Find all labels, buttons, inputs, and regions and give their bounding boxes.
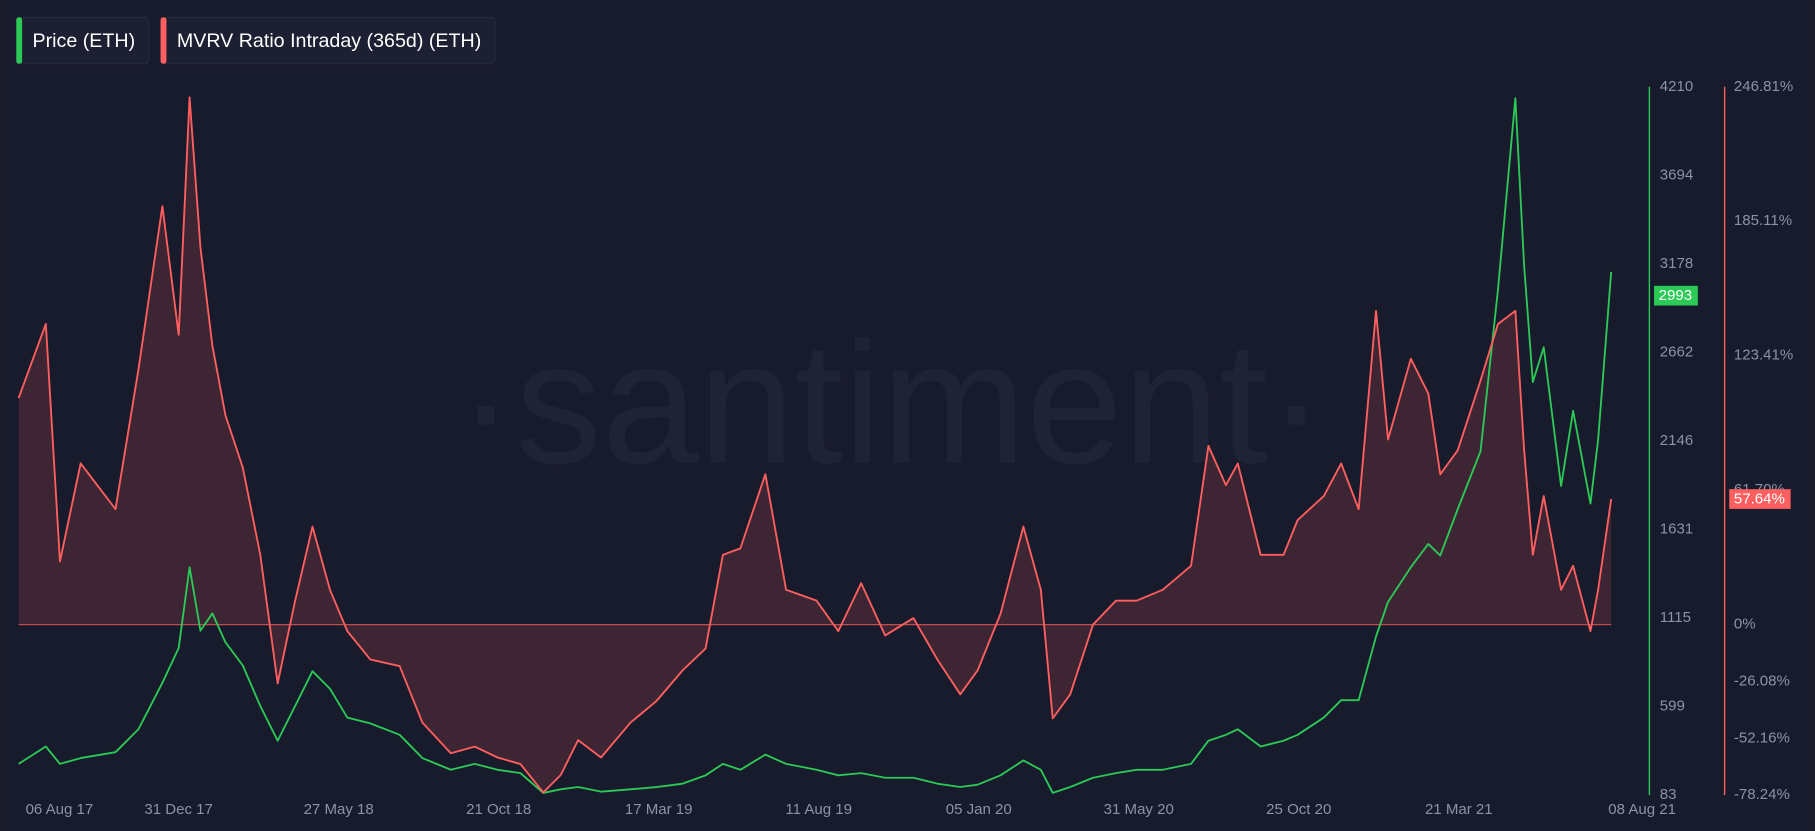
x-tick-label: 11 Aug 19 (785, 801, 852, 818)
y-tick-label: 599 (1660, 698, 1685, 715)
current-value-label: 2993 (1659, 287, 1692, 304)
area (18, 97, 1612, 793)
x-tick-label: 31 Dec 17 (144, 801, 213, 818)
watermark: ·santiment· (457, 306, 1325, 500)
y-tick-label: 2662 (1660, 343, 1693, 360)
y-tick-label: 2146 (1660, 432, 1693, 449)
y-tick-label: 3694 (1660, 166, 1693, 183)
y2-tick-label: 0% (1734, 616, 1756, 633)
current-value-label: 57.64% (1734, 491, 1785, 508)
x-tick-label: 21 Mar 21 (1425, 801, 1493, 818)
legend-label: Price (ETH) (33, 30, 136, 52)
y2-tick-label: 123.41% (1734, 347, 1793, 364)
x-tick-label: 06 Aug 17 (26, 801, 94, 818)
y-tick-label: 83 (1660, 786, 1677, 803)
x-tick-label: 25 Oct 20 (1266, 801, 1331, 818)
legend-item[interactable]: MVRV Ratio Intraday (365d) (ETH) (160, 16, 496, 65)
x-tick-label: 08 Aug 21 (1608, 801, 1676, 818)
line (18, 97, 1613, 794)
y-tick-label: 1631 (1660, 520, 1693, 537)
y-tick-label: 1115 (1660, 609, 1691, 626)
y2-tick-label: 246.81% (1734, 78, 1793, 95)
x-tick-label: 17 Mar 19 (625, 801, 693, 818)
legend-item[interactable]: Price (ETH) (15, 16, 150, 65)
y2-tick-label: 185.11% (1734, 212, 1792, 229)
y-tick-label: 4210 (1660, 78, 1693, 95)
legend-label: MVRV Ratio Intraday (365d) (ETH) (177, 30, 481, 52)
y2-tick-label: -26.08% (1734, 672, 1790, 689)
y-tick-label: 3178 (1660, 255, 1693, 272)
y2-tick-label: -78.24% (1734, 786, 1790, 803)
x-tick-label: 27 May 18 (304, 801, 374, 818)
current-value-badge (1654, 285, 1698, 306)
legend: Price (ETH) MVRV Ratio Intraday (365d) (E… (15, 16, 496, 65)
y2-tick-label: -52.16% (1734, 729, 1790, 746)
line (17, 96, 1613, 794)
x-tick-label: 05 Jan 20 (946, 801, 1012, 818)
current-value-badge (1729, 489, 1791, 509)
x-tick-label: 31 May 20 (1104, 801, 1174, 818)
legend-swatch (160, 17, 167, 64)
legend-swatch (16, 17, 23, 64)
x-tick-label: 21 Oct 18 (466, 801, 531, 818)
plot-area: 83 599 1115 1631 2146 2662 3178 3694 4210 -78.24%… (17, 78, 1793, 818)
